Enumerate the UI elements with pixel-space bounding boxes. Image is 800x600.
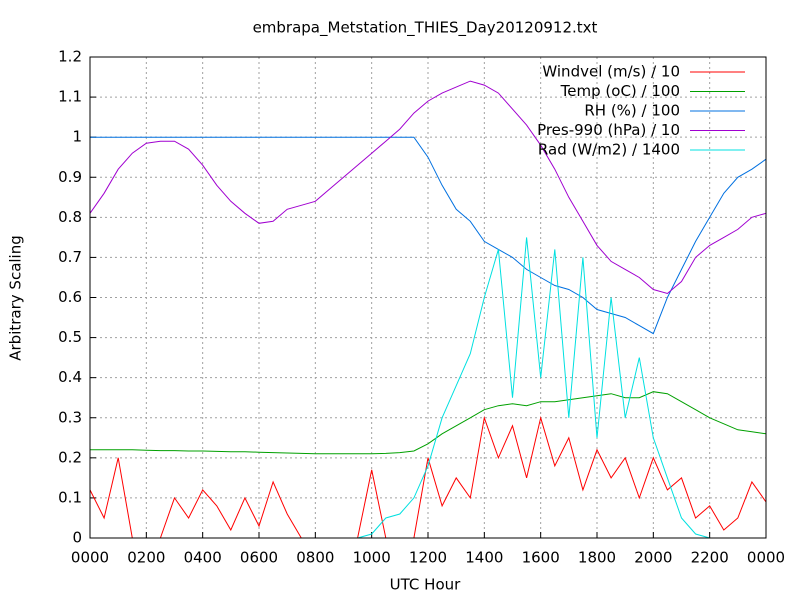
y-tick-label: 0.3	[58, 408, 82, 426]
y-tick-label: 0.2	[58, 448, 82, 466]
legend-label: RH (%) / 100	[584, 102, 680, 120]
y-tick-label: 0.4	[58, 368, 82, 386]
x-tick-label: 0200	[127, 549, 165, 567]
x-tick-label: 0000	[747, 549, 785, 567]
x-tick-label: 0400	[184, 549, 222, 567]
y-tick-label: 0.8	[58, 208, 82, 226]
y-tick-label: 0.6	[58, 288, 82, 306]
series-line	[90, 136, 767, 335]
x-tick-label: 0000	[71, 549, 109, 567]
plot-area: 0 0.1 0.2 0.3 0.4 0.5 0.6 0.7 0.8 0.9 1 1.1 1.2 0000 0…	[58, 48, 785, 567]
x-tick-label: 1400	[465, 549, 503, 567]
legend-label: Windvel (m/s) / 10	[542, 63, 680, 81]
y-tick-label: 0.9	[58, 168, 82, 186]
y-tick-label: 0	[72, 529, 82, 547]
x-tick-label: 1600	[522, 549, 560, 567]
plot-frame	[89, 56, 767, 539]
legend-label: Temp (oC) / 100	[560, 82, 680, 100]
series-line	[90, 391, 767, 455]
series-line	[89, 80, 767, 295]
x-tick-label: 0600	[240, 549, 278, 567]
x-tick-label: 2000	[634, 549, 672, 567]
y-tick-label: 0.5	[58, 328, 82, 346]
legend-label: Pres-990 (hPa) / 10	[537, 121, 680, 139]
x-axis-label: UTC Hour	[390, 576, 461, 594]
series-line	[89, 415, 767, 539]
y-tick-label: 0.1	[58, 488, 82, 506]
y-tick-label: 1.1	[58, 88, 82, 106]
x-tick-label: 1200	[409, 549, 447, 567]
y-axis-label: Arbitrary Scaling	[7, 235, 25, 361]
y-tick-label: 1	[72, 128, 82, 146]
chart-title: embrapa_Metstation_THIES_Day20120912.txt	[253, 19, 598, 38]
x-tick-label: 1000	[353, 549, 391, 567]
x-tick-label: 0800	[296, 549, 334, 567]
legend-label: Rad (W/m2) / 1400	[538, 141, 680, 159]
y-tick-label: 0.7	[58, 248, 82, 266]
y-tick-label: 1.2	[58, 48, 82, 66]
x-tick-label: 1800	[578, 549, 616, 567]
x-tick-label: 2200	[691, 549, 729, 567]
